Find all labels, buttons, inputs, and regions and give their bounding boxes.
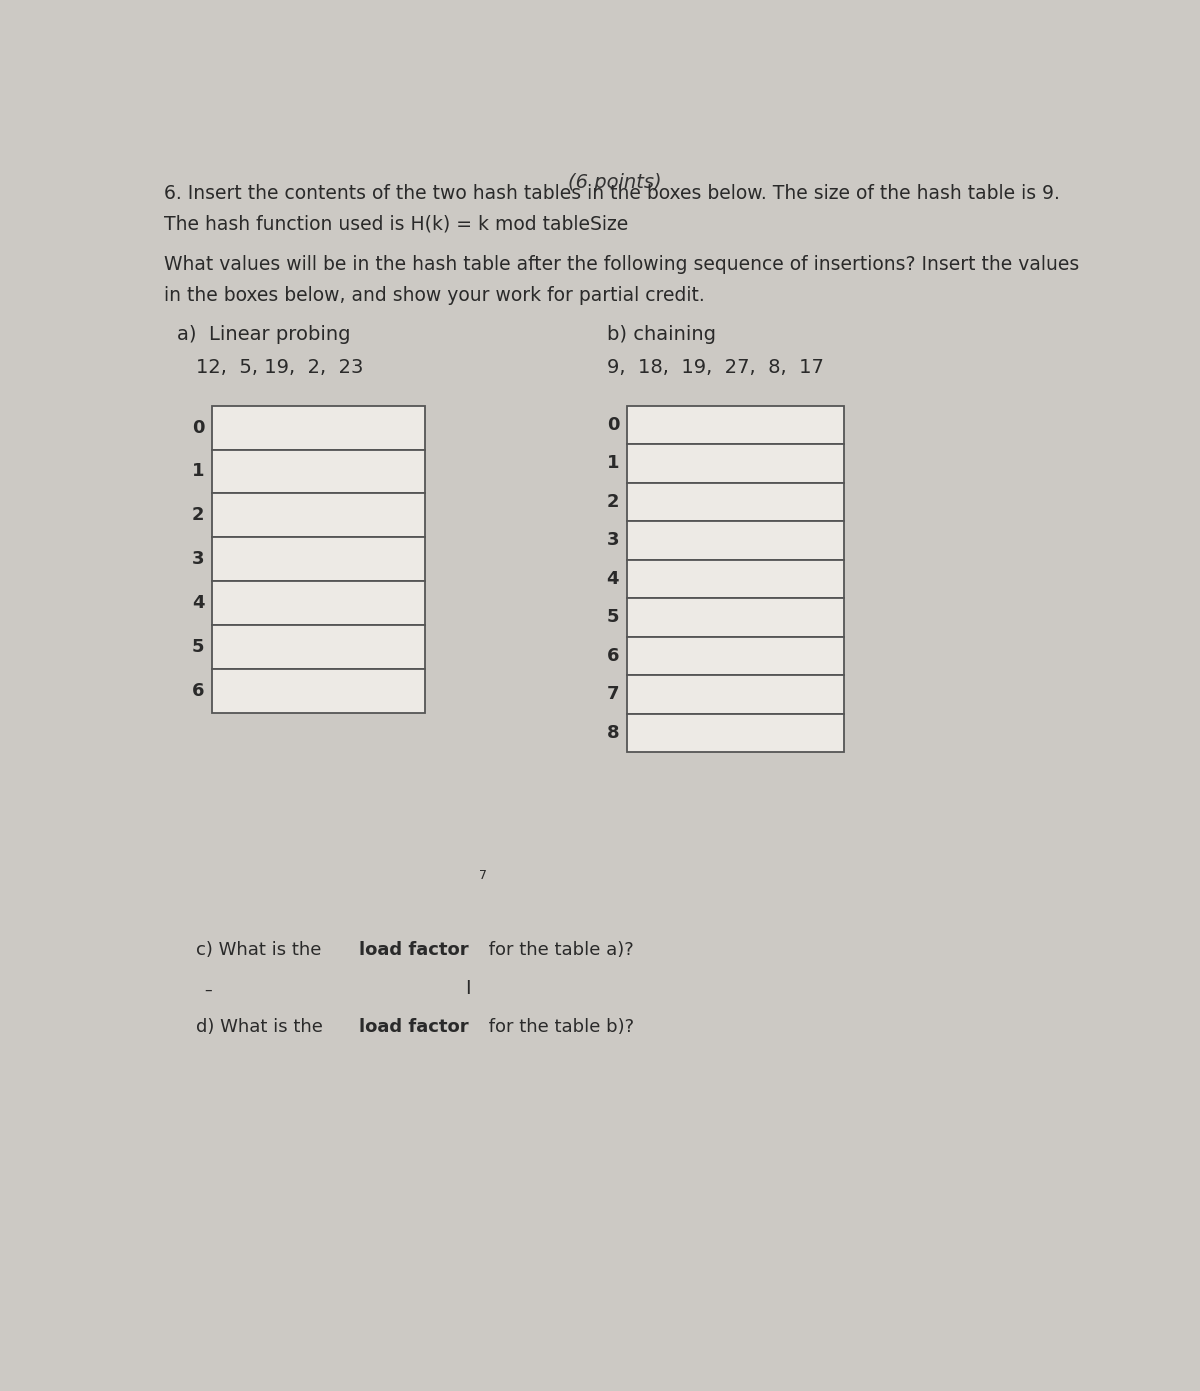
Text: load factor: load factor: [359, 1018, 469, 1036]
Text: d) What is the: d) What is the: [197, 1018, 329, 1036]
Text: 9,  18,  19,  27,  8,  17: 9, 18, 19, 27, 8, 17: [607, 357, 824, 377]
Bar: [626, 714, 844, 753]
Text: b) chaining: b) chaining: [607, 324, 716, 344]
Text: in the boxes below, and show your work for partial credit.: in the boxes below, and show your work f…: [164, 287, 704, 305]
Bar: [626, 598, 844, 637]
Text: 1: 1: [192, 462, 204, 480]
Text: 6. Insert the contents of the two hash tables in the boxes below. The size of th: 6. Insert the contents of the two hash t…: [164, 184, 1060, 203]
Text: 4: 4: [607, 570, 619, 588]
Bar: [626, 522, 844, 559]
Bar: [626, 444, 844, 483]
Bar: [626, 559, 844, 598]
Text: 12,  5, 19,  2,  23: 12, 5, 19, 2, 23: [197, 357, 364, 377]
Text: The hash function used is H(k) = k mod tableSize: The hash function used is H(k) = k mod t…: [164, 214, 629, 234]
Text: 7: 7: [607, 686, 619, 704]
Bar: [626, 637, 844, 675]
Text: 5: 5: [607, 608, 619, 626]
Text: a)  Linear probing: a) Linear probing: [178, 324, 350, 344]
Text: 6: 6: [192, 682, 204, 700]
Bar: [212, 537, 425, 581]
Text: –: –: [204, 983, 212, 999]
Text: 2: 2: [192, 506, 204, 524]
Text: for the table a)?: for the table a)?: [484, 940, 634, 958]
Text: 8: 8: [606, 723, 619, 741]
Text: 1: 1: [607, 455, 619, 473]
Bar: [212, 494, 425, 537]
Text: for the table b)?: for the table b)?: [484, 1018, 635, 1036]
Text: 6: 6: [607, 647, 619, 665]
Text: What values will be in the hash table after the following sequence of insertions: What values will be in the hash table af…: [164, 256, 1079, 274]
Bar: [626, 483, 844, 522]
Bar: [212, 625, 425, 669]
Text: c) What is the: c) What is the: [197, 940, 328, 958]
Text: 3: 3: [607, 531, 619, 549]
Text: load factor: load factor: [359, 940, 469, 958]
Text: (6 points): (6 points): [568, 172, 662, 192]
Bar: [212, 449, 425, 494]
Text: 0: 0: [192, 419, 204, 437]
Text: 7: 7: [479, 869, 487, 882]
Bar: [626, 406, 844, 444]
Bar: [212, 406, 425, 449]
Bar: [212, 581, 425, 625]
Text: 2: 2: [607, 492, 619, 510]
Text: 5: 5: [192, 638, 204, 657]
Text: 4: 4: [192, 594, 204, 612]
Bar: [212, 669, 425, 712]
Text: 3: 3: [192, 551, 204, 569]
Text: 0: 0: [607, 416, 619, 434]
Bar: [626, 675, 844, 714]
Text: I: I: [464, 979, 470, 999]
